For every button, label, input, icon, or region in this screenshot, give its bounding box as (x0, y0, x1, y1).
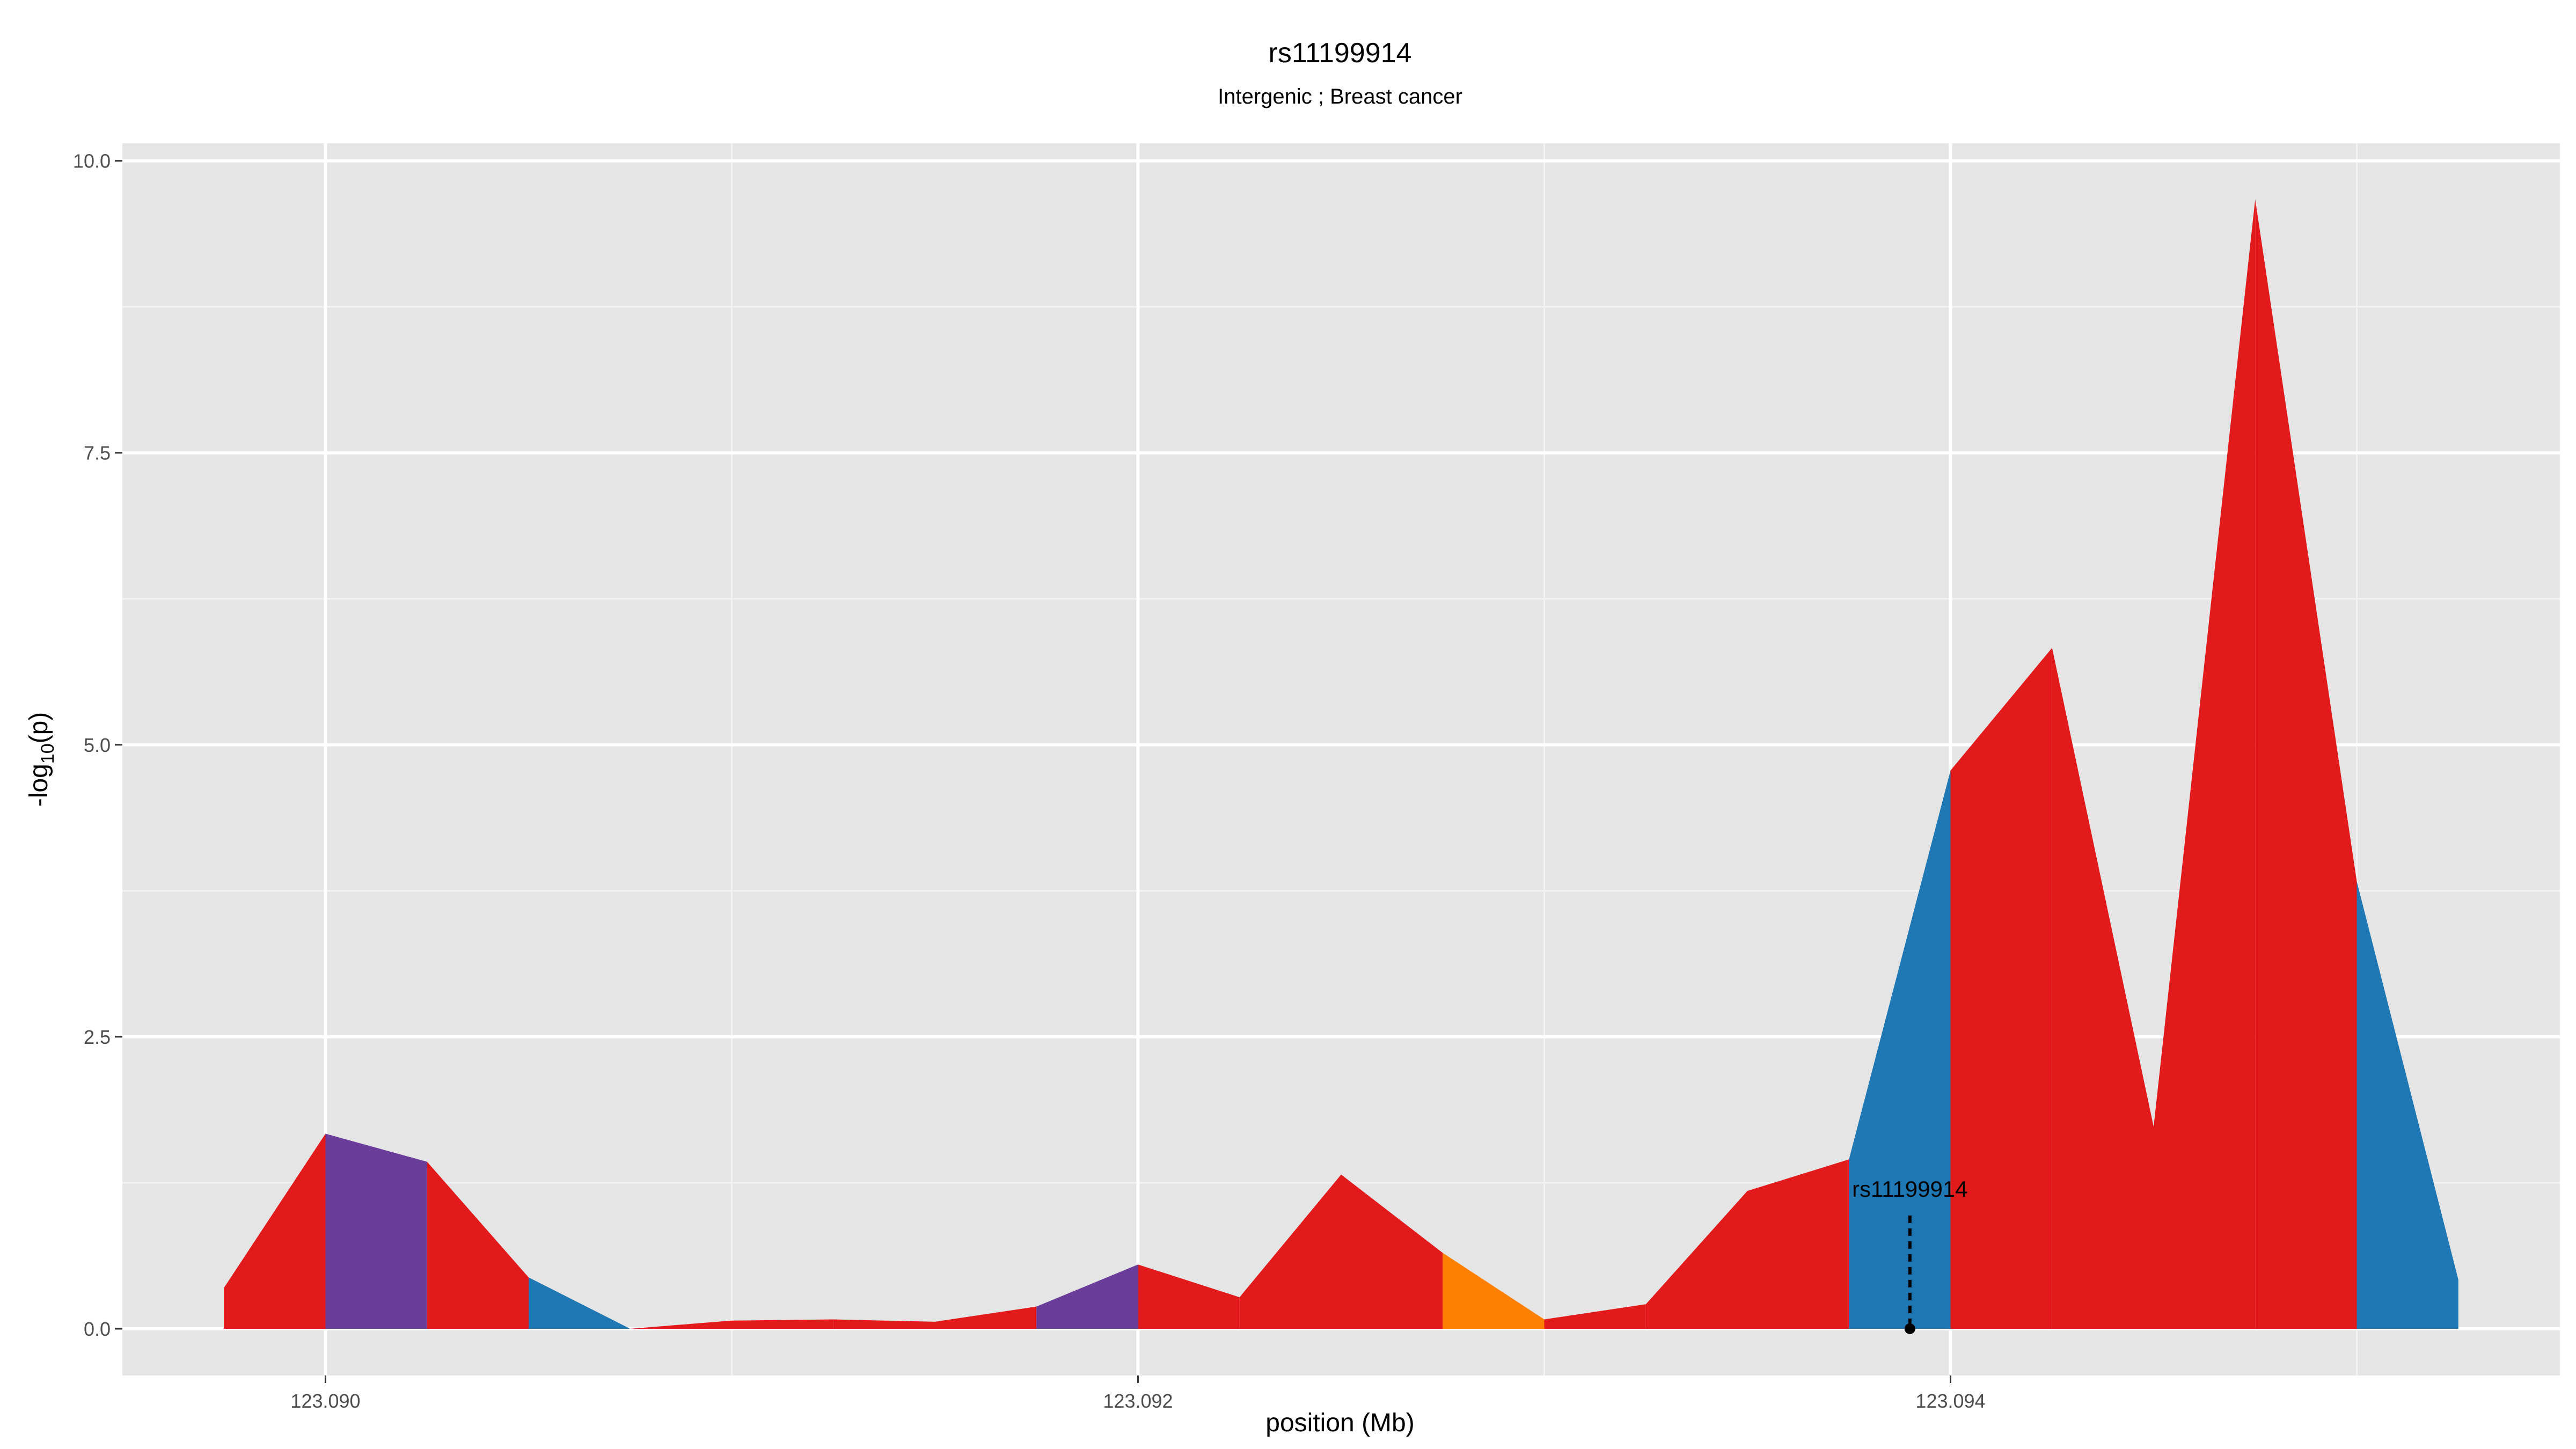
area-segment (1747, 1159, 1849, 1329)
area-segment (1645, 1191, 1747, 1329)
chart-subtitle: Intergenic ; Breast cancer (1218, 85, 1462, 108)
area-segment (1036, 1264, 1138, 1329)
area-segment (1443, 1253, 1545, 1329)
y-tick-label: 7.5 (84, 442, 111, 464)
y-tick-label: 10.0 (73, 150, 111, 172)
area-segment (1544, 1304, 1646, 1329)
highlighted-snp: rs11199914 (1852, 1176, 1968, 1334)
y-axis-title-subscript: 10 (38, 743, 58, 764)
x-tick-label: 123.092 (1103, 1390, 1173, 1412)
area-segment (1138, 1264, 1240, 1329)
y-tick-label: 5.0 (84, 734, 111, 756)
area-segment (224, 1133, 326, 1329)
area-segment (935, 1306, 1037, 1329)
x-tick-label: 123.094 (1915, 1390, 1985, 1412)
x-axis-title: position (Mb) (1265, 1409, 1414, 1437)
area-segment (1341, 1174, 1443, 1329)
y-axis-title-suffix: (p) (25, 712, 53, 744)
area-segment (2052, 648, 2154, 1329)
area-segment (630, 1320, 732, 1329)
chart-title: rs11199914 (1269, 38, 1412, 69)
area-segment (1849, 770, 1951, 1329)
y-tick-label: 0.0 (84, 1318, 111, 1340)
highlight-label: rs11199914 (1852, 1176, 1968, 1202)
area-segment (325, 1133, 427, 1329)
highlight-point (1904, 1323, 1915, 1334)
area-segment (529, 1277, 631, 1329)
y-tick-label: 2.5 (84, 1026, 111, 1048)
area-segment (2255, 199, 2357, 1329)
y-axis-title-prefix: -log (25, 764, 53, 807)
x-axis: 123.090 123.092 123.094 (290, 1375, 1986, 1412)
area-segment (731, 1319, 833, 1329)
area-segment (833, 1319, 935, 1329)
area-segment (427, 1161, 529, 1329)
association-area (224, 199, 2458, 1329)
y-axis: 0.0 2.5 5.0 7.5 10.0 (73, 150, 122, 1340)
area-segment (2154, 199, 2256, 1329)
x-tick-label: 123.090 (290, 1390, 360, 1412)
area-segment (1950, 648, 2052, 1329)
area-segment (2357, 881, 2458, 1329)
area-segment (1239, 1174, 1341, 1329)
y-axis-title: -log10(p) (25, 712, 58, 807)
